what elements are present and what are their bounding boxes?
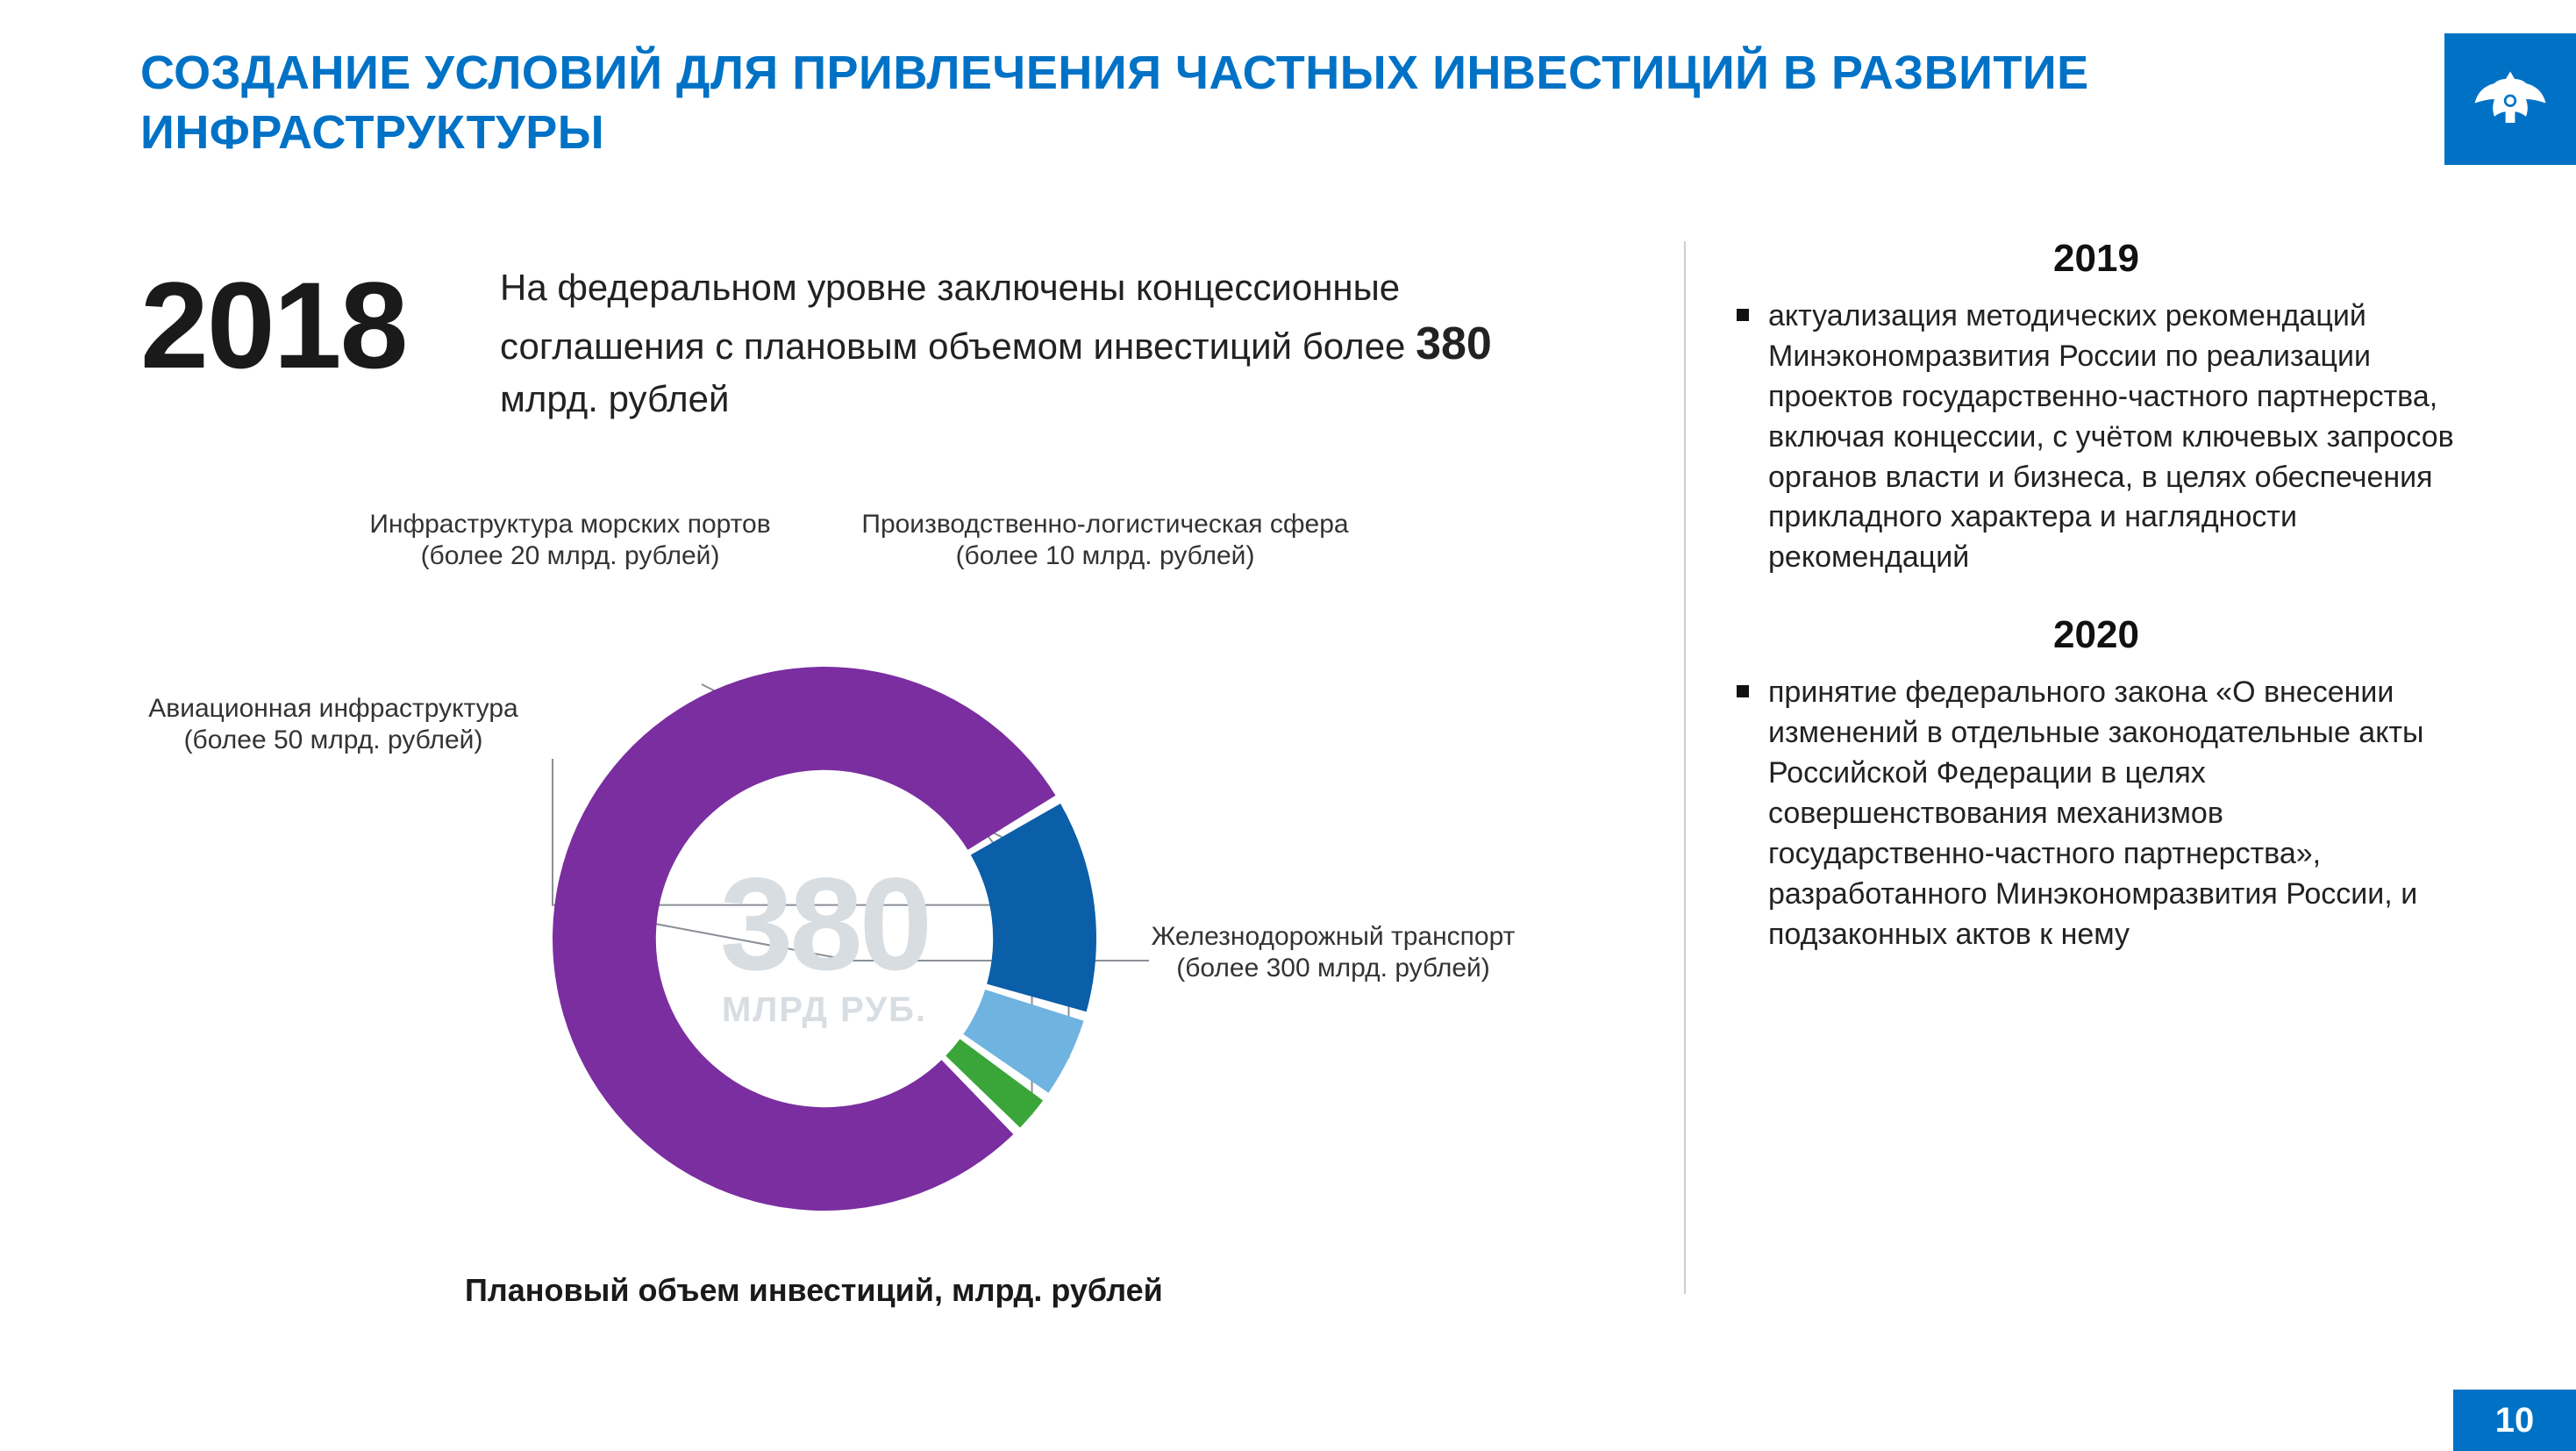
segment-label-logistics: Производственно-логистическая сфера(боле… — [860, 509, 1351, 572]
donut-center-number: 380 — [720, 861, 929, 987]
segment-label-sub: (более 10 млрд. рублей) — [860, 540, 1351, 572]
gov-emblem — [2444, 33, 2576, 165]
segment-label-ports: Инфраструктура морских портов(более 20 м… — [342, 509, 798, 572]
intro-pre: На федеральном уровне заключены концесси… — [500, 267, 1416, 367]
bullet-square-icon — [1737, 309, 1749, 321]
bullet-square-icon — [1737, 685, 1749, 697]
page-number: 10 — [2453, 1390, 2576, 1451]
bullet-2020-text: принятие федерального закона «О внесении… — [1768, 673, 2456, 954]
year-2018: 2018 — [140, 254, 406, 397]
page-title: СОЗДАНИЕ УСЛОВИЙ ДЛЯ ПРИВЛЕЧЕНИЯ ЧАСТНЫХ… — [140, 44, 2295, 162]
donut-chart: 380 МЛРД РУБ. Железнодорожный транспорт(… — [140, 491, 1526, 1386]
segment-label-sub: (более 50 млрд. рублей) — [123, 725, 544, 756]
vertical-divider — [1684, 241, 1686, 1294]
segment-label-sub: (более 300 млрд. рублей) — [1149, 953, 1517, 984]
intro-big-number: 380 — [1416, 318, 1492, 369]
segment-label-rail: Железнодорожный транспорт(более 300 млрд… — [1149, 921, 1517, 984]
right-column: 2019 актуализация методических рекоменда… — [1737, 237, 2456, 990]
segment-label-name: Производственно-логистическая сфера — [861, 510, 1348, 539]
intro-text: На федеральном уровне заключены концесси… — [500, 263, 1526, 425]
bullet-2019: актуализация методических рекомендаций М… — [1737, 297, 2456, 578]
year-2020: 2020 — [1737, 613, 2456, 657]
bullet-2019-text: актуализация методических рекомендаций М… — [1768, 297, 2456, 578]
intro-post: млрд. рублей — [500, 378, 729, 419]
year-2019: 2019 — [1737, 237, 2456, 281]
double-eagle-icon — [2471, 60, 2550, 139]
donut-center: 380 МЛРД РУБ. — [720, 861, 929, 1030]
bullet-2020: принятие федерального закона «О внесении… — [1737, 673, 2456, 954]
segment-label-aviation: Авиационная инфраструктура(более 50 млрд… — [123, 693, 544, 756]
donut-wrap: 380 МЛРД РУБ. — [553, 667, 1096, 1211]
segment-label-name: Авиационная инфраструктура — [148, 694, 517, 723]
donut-caption: Плановый объем инвестиций, млрд. рублей — [465, 1272, 1163, 1309]
donut-center-unit: МЛРД РУБ. — [720, 990, 929, 1029]
segment-label-name: Инфраструктура морских портов — [369, 510, 770, 539]
segment-label-sub: (более 20 млрд. рублей) — [342, 540, 798, 572]
segment-label-name: Железнодорожный транспорт — [1152, 922, 1516, 951]
